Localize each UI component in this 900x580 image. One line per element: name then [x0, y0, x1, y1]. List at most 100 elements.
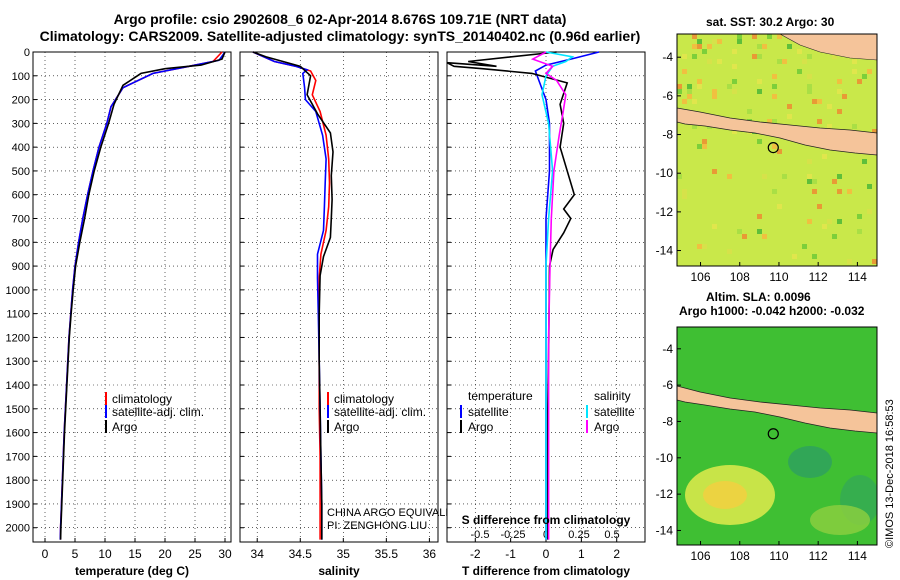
- sst-cell: [677, 159, 682, 164]
- sst-cell: [807, 84, 812, 89]
- sst-cell: [862, 194, 867, 199]
- sst-cell: [697, 144, 702, 149]
- sst-cell: [767, 119, 772, 124]
- xtick2-label: 0.25: [568, 529, 589, 541]
- sst-cell: [717, 39, 722, 44]
- sst-cell: [692, 34, 697, 39]
- sst-cell: [867, 69, 872, 74]
- sst-cell: [807, 219, 812, 224]
- argo-float-marker-2: [767, 428, 779, 440]
- sst-cell: [732, 64, 737, 69]
- sst-cell: [757, 209, 762, 214]
- sst-cell: [807, 259, 812, 264]
- sla-map: 106 108 110 112 114 -4 -6 -8 -10 -12 -14: [656, 326, 878, 563]
- sst-cell: [817, 99, 822, 104]
- sst-cell: [787, 179, 792, 184]
- sst-cell: [772, 119, 777, 124]
- depth-tick-label: 1900: [6, 499, 30, 511]
- sst-cell: [797, 199, 802, 204]
- sst-cell: [692, 44, 697, 49]
- map-xtick-label: 108: [730, 270, 750, 284]
- sst-cell: [807, 89, 812, 94]
- temperature-legend: climatology satellite-adj. clim. Argo: [105, 392, 204, 434]
- sla-map-title: Altim. SLA: 0.0096: [706, 290, 811, 304]
- depth-tick-label: 600: [12, 190, 30, 202]
- pi-annotation: PI: ZENGHONG LIU: [327, 520, 427, 532]
- sst-cell: [807, 199, 812, 204]
- depth-tick-label: 800: [12, 237, 30, 249]
- sst-cell: [682, 54, 687, 59]
- sst-cell: [787, 114, 792, 119]
- sst-cell: [802, 234, 807, 239]
- sst-cell: [852, 229, 857, 234]
- sst-cell: [822, 249, 827, 254]
- sst-cell: [827, 159, 832, 164]
- sst-cell: [772, 84, 777, 89]
- sst-cell: [742, 224, 747, 229]
- map-xtick-label: 112: [809, 549, 828, 563]
- header-line-1: Argo profile: csio 2902608_6 02-Apr-2014…: [113, 11, 567, 27]
- sst-cell: [827, 104, 832, 109]
- sst-cell: [717, 179, 722, 184]
- temperature-plot-frame: [32, 51, 232, 543]
- sst-cell: [867, 214, 872, 219]
- sst-cell: [712, 254, 717, 259]
- sst-cell: [752, 194, 757, 199]
- sst-cell: [837, 174, 842, 179]
- sst-cell: [837, 219, 842, 224]
- sst-cell: [817, 119, 822, 124]
- depth-tick-label: 1600: [6, 428, 30, 440]
- xtick-label: 20: [158, 547, 172, 561]
- sst-cell: [807, 74, 812, 79]
- sst-cell: [852, 59, 857, 64]
- xtick2-label: 0.5: [604, 529, 619, 541]
- sst-cell: [697, 79, 702, 84]
- depth-tick-label: 0: [24, 47, 30, 59]
- header-line-2: Climatology: CARS2009. Satellite-adjuste…: [39, 28, 641, 44]
- legend-climatology-label: climatology: [334, 392, 394, 406]
- sst-cell: [702, 204, 707, 209]
- sst-cell: [832, 54, 837, 59]
- sst-cell: [737, 39, 742, 44]
- sla-map-tick-labels: 106 108 110 112 114 -4 -6 -8 -10 -12 -14: [656, 342, 868, 563]
- sst-cell: [777, 34, 782, 39]
- sst-cell: [697, 84, 702, 89]
- sst-cell: [717, 199, 722, 204]
- sst-cell: [797, 69, 802, 74]
- sst-cell: [812, 254, 817, 259]
- legend-satellite-label: satellite-adj. clim.: [334, 405, 426, 419]
- sst-cell: [867, 184, 872, 189]
- xtick-label: 30: [218, 547, 232, 561]
- series-line: [252, 51, 334, 540]
- map-xtick-label: 114: [848, 270, 867, 284]
- sst-cell: [817, 249, 822, 254]
- map-ytick-label: -10: [656, 451, 674, 465]
- sst-cell: [797, 174, 802, 179]
- salinity-series: [252, 51, 334, 540]
- depth-tick-label: 500: [12, 166, 30, 178]
- map-ytick-label: -8: [662, 414, 673, 428]
- sst-cell: [757, 44, 762, 49]
- sst-cell: [852, 239, 857, 244]
- map-ytick-label: -6: [662, 89, 673, 103]
- map-ytick-label: -14: [656, 244, 674, 258]
- sst-cell: [762, 44, 767, 49]
- sst-cell: [747, 109, 752, 114]
- xtick2-label: -0.5: [471, 529, 490, 541]
- sst-cell: [832, 179, 837, 184]
- sst-cell: [752, 54, 757, 59]
- legend-t-argo-label: Argo: [468, 420, 494, 434]
- t-difference-xlabel: T difference from climatology: [462, 564, 630, 578]
- sst-cell: [697, 174, 702, 179]
- legend-temperature-title: temperature: [468, 389, 533, 403]
- sst-cell: [757, 174, 762, 179]
- map-ytick-label: -14: [656, 523, 674, 537]
- depth-tick-label: 1400: [6, 380, 30, 392]
- sst-cell: [867, 254, 872, 259]
- java-landmass: [677, 107, 877, 156]
- sst-cell: [872, 174, 877, 179]
- legend-argo-label: Argo: [334, 420, 360, 434]
- depth-tick-label: 900: [12, 261, 30, 273]
- sst-cell: [792, 204, 797, 209]
- argo-float-marker: [767, 142, 779, 154]
